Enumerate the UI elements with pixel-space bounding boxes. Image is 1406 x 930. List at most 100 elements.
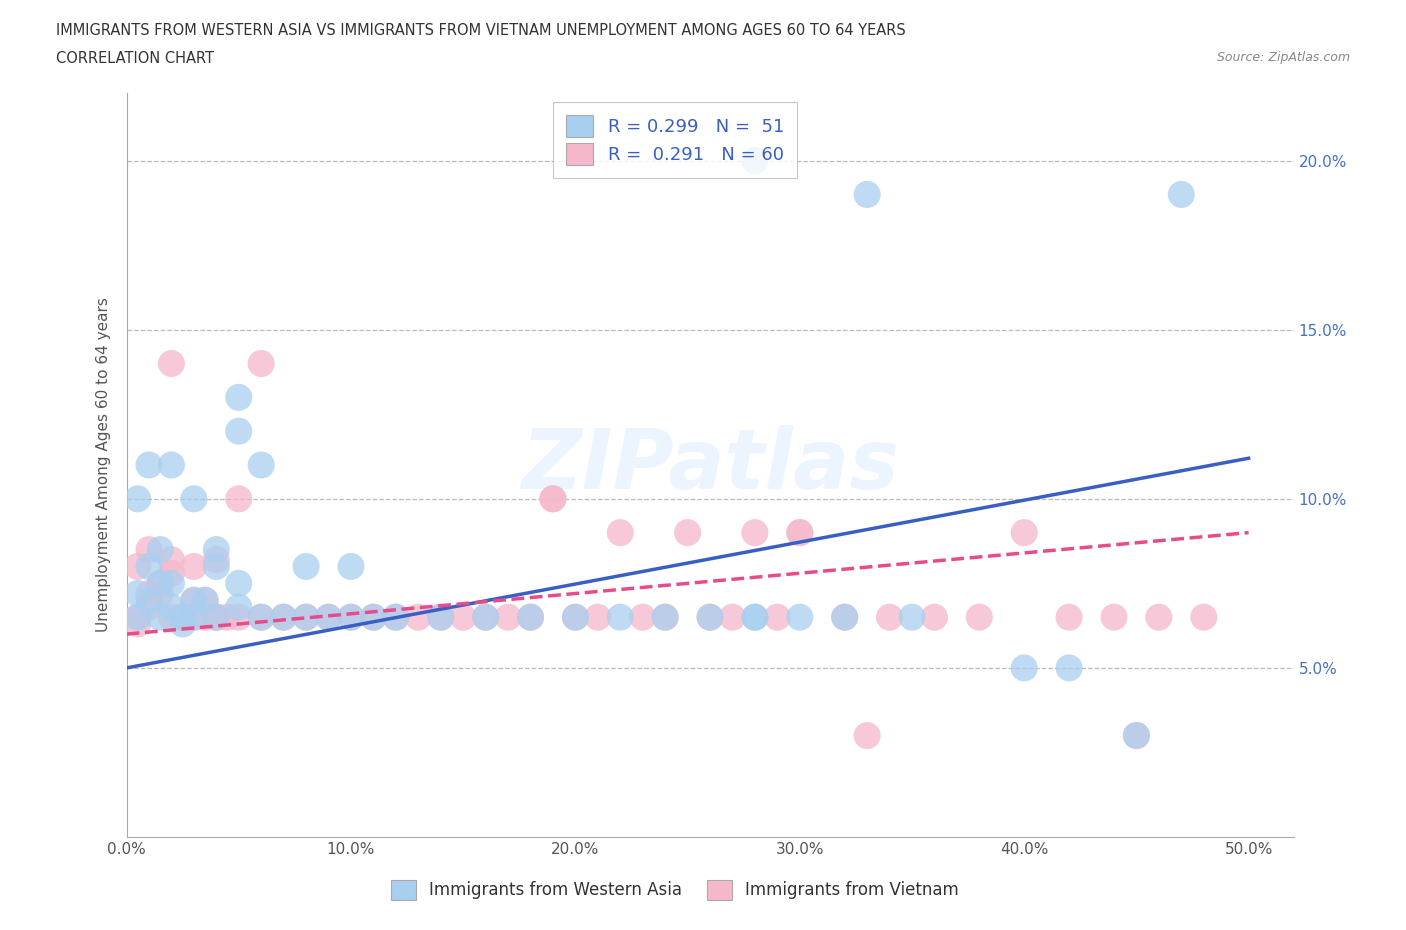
Point bbox=[250, 458, 273, 472]
Point bbox=[924, 610, 946, 625]
Point bbox=[295, 610, 318, 625]
Point bbox=[789, 525, 811, 540]
Point bbox=[451, 610, 474, 625]
Point bbox=[160, 458, 183, 472]
Point bbox=[205, 559, 228, 574]
Point bbox=[183, 559, 205, 574]
Point bbox=[194, 592, 217, 607]
Point bbox=[172, 610, 194, 625]
Point bbox=[1125, 728, 1147, 743]
Point bbox=[183, 491, 205, 506]
Point bbox=[340, 610, 363, 625]
Point bbox=[138, 600, 160, 615]
Point bbox=[340, 610, 363, 625]
Point bbox=[228, 610, 250, 625]
Point bbox=[250, 610, 273, 625]
Point bbox=[205, 610, 228, 625]
Point bbox=[586, 610, 609, 625]
Point bbox=[127, 586, 149, 601]
Point bbox=[228, 424, 250, 439]
Point bbox=[205, 552, 228, 567]
Text: Source: ZipAtlas.com: Source: ZipAtlas.com bbox=[1216, 51, 1350, 64]
Point bbox=[541, 491, 564, 506]
Point bbox=[1102, 610, 1125, 625]
Point bbox=[183, 610, 205, 625]
Point bbox=[834, 610, 856, 625]
Point bbox=[127, 610, 149, 625]
Point bbox=[160, 356, 183, 371]
Point bbox=[228, 390, 250, 405]
Point bbox=[340, 559, 363, 574]
Point bbox=[160, 565, 183, 580]
Point bbox=[519, 610, 541, 625]
Point bbox=[273, 610, 295, 625]
Point bbox=[160, 552, 183, 567]
Point bbox=[194, 592, 217, 607]
Point bbox=[194, 610, 217, 625]
Point bbox=[127, 491, 149, 506]
Point bbox=[699, 610, 721, 625]
Point bbox=[273, 610, 295, 625]
Point bbox=[1012, 525, 1035, 540]
Text: ZIPatlas: ZIPatlas bbox=[522, 424, 898, 506]
Point bbox=[744, 610, 766, 625]
Point bbox=[183, 610, 205, 625]
Point bbox=[138, 559, 160, 574]
Point bbox=[879, 610, 901, 625]
Point bbox=[699, 610, 721, 625]
Point bbox=[789, 610, 811, 625]
Point bbox=[138, 586, 160, 601]
Point bbox=[172, 610, 194, 625]
Point bbox=[149, 610, 172, 625]
Point bbox=[127, 610, 149, 625]
Point bbox=[408, 610, 430, 625]
Point bbox=[172, 610, 194, 625]
Point bbox=[789, 525, 811, 540]
Point bbox=[228, 491, 250, 506]
Point bbox=[496, 610, 519, 625]
Legend: Immigrants from Western Asia, Immigrants from Vietnam: Immigrants from Western Asia, Immigrants… bbox=[384, 873, 966, 907]
Point bbox=[744, 610, 766, 625]
Point bbox=[318, 610, 340, 625]
Point bbox=[631, 610, 654, 625]
Point bbox=[429, 610, 451, 625]
Point bbox=[228, 576, 250, 591]
Point bbox=[160, 576, 183, 591]
Point bbox=[217, 610, 239, 625]
Y-axis label: Unemployment Among Ages 60 to 64 years: Unemployment Among Ages 60 to 64 years bbox=[96, 298, 111, 632]
Point bbox=[295, 610, 318, 625]
Point bbox=[676, 525, 699, 540]
Point bbox=[1057, 660, 1080, 675]
Point bbox=[138, 458, 160, 472]
Point bbox=[205, 542, 228, 557]
Point bbox=[363, 610, 385, 625]
Point bbox=[969, 610, 991, 625]
Point bbox=[127, 617, 149, 631]
Point bbox=[149, 586, 172, 601]
Point bbox=[654, 610, 676, 625]
Point bbox=[856, 187, 879, 202]
Point bbox=[429, 610, 451, 625]
Point bbox=[183, 592, 205, 607]
Point bbox=[609, 610, 631, 625]
Point bbox=[519, 610, 541, 625]
Point bbox=[721, 610, 744, 625]
Point bbox=[160, 610, 183, 625]
Point bbox=[318, 610, 340, 625]
Point bbox=[744, 525, 766, 540]
Point bbox=[1125, 728, 1147, 743]
Point bbox=[744, 153, 766, 168]
Point bbox=[127, 559, 149, 574]
Point bbox=[901, 610, 924, 625]
Point bbox=[295, 559, 318, 574]
Point bbox=[564, 610, 586, 625]
Point bbox=[834, 610, 856, 625]
Point bbox=[138, 592, 160, 607]
Point bbox=[149, 542, 172, 557]
Point bbox=[149, 576, 172, 591]
Point bbox=[205, 610, 228, 625]
Point bbox=[250, 356, 273, 371]
Point bbox=[766, 610, 789, 625]
Point bbox=[160, 600, 183, 615]
Point bbox=[138, 542, 160, 557]
